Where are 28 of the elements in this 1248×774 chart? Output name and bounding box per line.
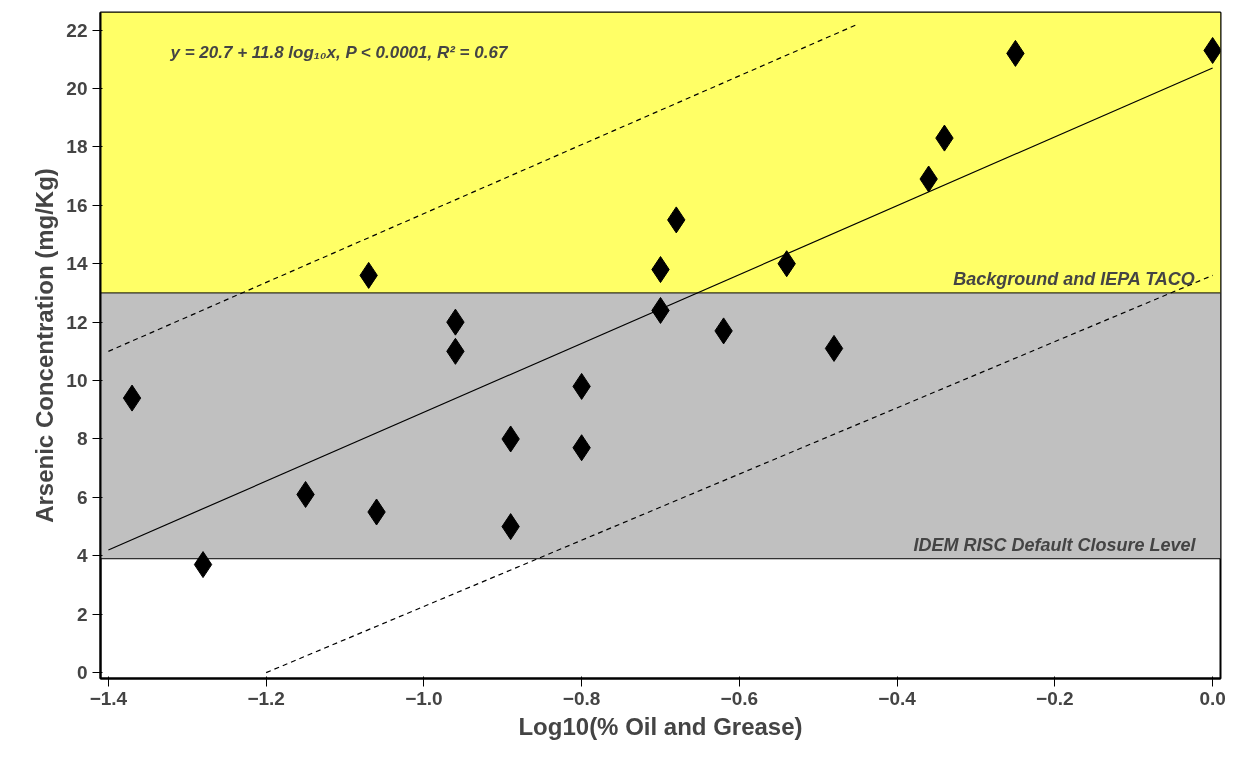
- y-tick-label: 8: [76, 428, 88, 450]
- x-tick-label: −1.2: [247, 687, 285, 709]
- x-tick-label: −1.4: [89, 687, 128, 709]
- y-tick-label: 10: [66, 370, 88, 392]
- y-tick-label: 22: [66, 19, 88, 41]
- x-tick-label: −0.2: [1036, 687, 1074, 709]
- x-tick-label: −0.4: [878, 687, 917, 709]
- x-tick-label: −1.0: [405, 687, 443, 709]
- y-tick-label: 12: [66, 311, 88, 333]
- x-tick-label: 0.0: [1199, 687, 1226, 709]
- y-axis-title: Arsenic Concentration (mg/Kg): [31, 168, 59, 523]
- x-tick-label: −0.6: [720, 687, 759, 709]
- point: [193, 551, 213, 579]
- x-axis-title: Log10(% Oil and Grease): [518, 712, 803, 740]
- y-tick-label: 18: [66, 136, 88, 158]
- ref-line-label: Background and IEPA TACO: [953, 268, 1195, 289]
- y-tick-label: 2: [76, 603, 88, 625]
- point: [824, 334, 844, 362]
- y-tick-label: 20: [66, 77, 88, 99]
- y-tick-label: 14: [66, 253, 88, 275]
- point: [122, 384, 142, 412]
- y-tick-label: 0: [76, 662, 88, 684]
- y-tick-label: 16: [66, 194, 88, 216]
- ref-line-label: IDEM RISC Default Closure Level: [913, 534, 1197, 555]
- annotation: y = 20.7 + 11.8 log₁₀x, P < 0.0001, R² = 0.67: [169, 42, 509, 62]
- x-tick-label: −0.8: [562, 687, 601, 709]
- y-tick-label: 4: [76, 545, 88, 567]
- y-tick-label: 6: [76, 486, 88, 508]
